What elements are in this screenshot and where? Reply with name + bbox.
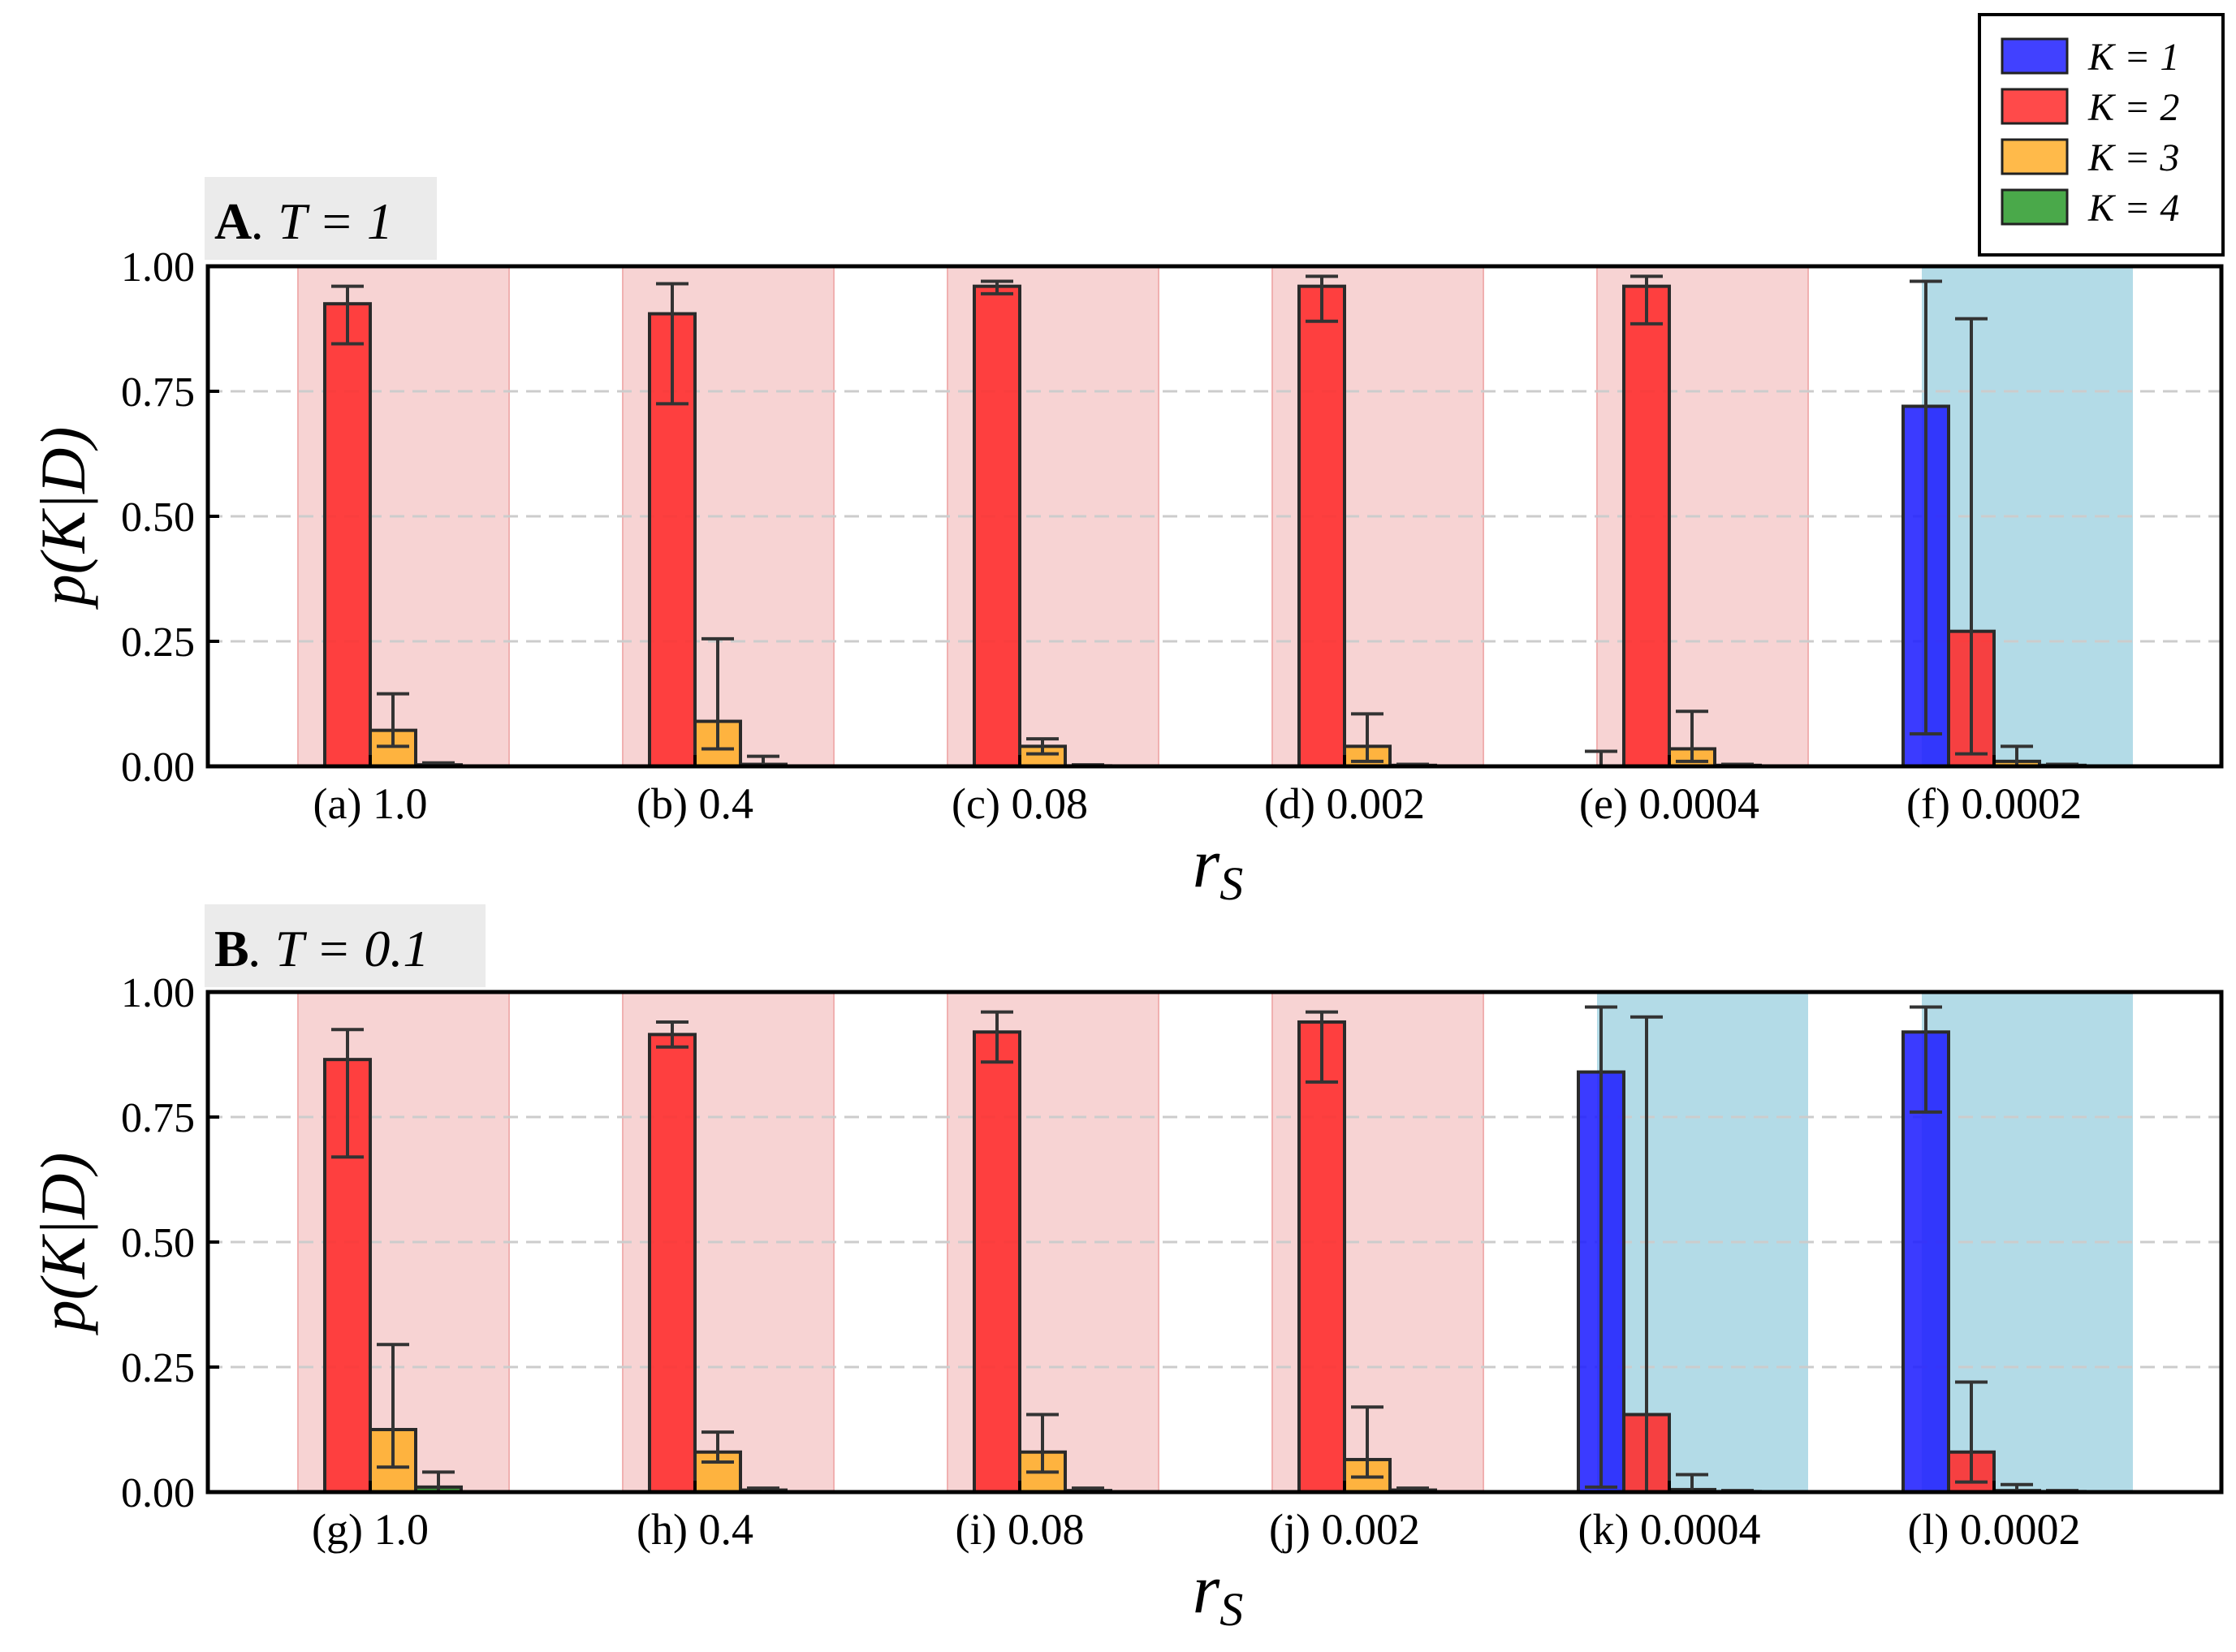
error-bar-4-k2 <box>1306 274 1338 323</box>
error-bar-2-k2 <box>656 1020 688 1049</box>
panel-a-xlabel-sub: S <box>1219 857 1243 910</box>
y-tick-label: 0.75 <box>121 1095 195 1141</box>
bar-5-k2 <box>1622 284 1671 768</box>
legend-entry-k4: K = 4 <box>2001 187 2179 230</box>
panel-a-xlabel-main: r <box>1193 824 1220 902</box>
error-bar-5-k3 <box>1676 710 1708 763</box>
error-bar-1-k2 <box>331 284 364 346</box>
x-category-label: (d) 0.002 <box>1264 779 1425 828</box>
legend-entry-k2: K = 2 <box>2001 86 2179 129</box>
legend-label-k2: K = 2 <box>2087 86 2179 129</box>
y-tick-label: 0.50 <box>121 1220 195 1266</box>
error-bar-3-k2 <box>981 1010 1013 1064</box>
x-category-label: (b) 0.4 <box>637 779 753 828</box>
panel-a-plot: 0.00 0.25 0.50 0.75 1.00 (a) 1.0 (b) 0.4 (c) 0.… <box>121 244 2224 828</box>
bar-1-k2 <box>323 302 372 768</box>
y-tick-label: 0.00 <box>121 1470 195 1516</box>
legend-swatch-k4 <box>2001 188 2069 226</box>
x-category-label: (a) 1.0 <box>313 779 428 828</box>
panel-b-title-bg <box>205 904 486 987</box>
legend-label-k4: K = 4 <box>2087 187 2179 230</box>
x-category-label: (i) 0.08 <box>956 1505 1085 1554</box>
x-category-label: (e) 0.0004 <box>1579 779 1759 828</box>
error-bar-2-k2 <box>656 282 688 406</box>
x-category-label: (k) 0.0004 <box>1578 1505 1761 1554</box>
error-bar-1-k3 <box>377 1343 409 1469</box>
panel-a-ylabel: p(K|D) <box>28 427 98 610</box>
error-bar-1-k2 <box>331 1028 364 1159</box>
legend-swatch-k1 <box>2001 37 2069 75</box>
x-category-label: (l) 0.0002 <box>1908 1505 2081 1554</box>
error-bar-4-k3 <box>1351 1405 1383 1479</box>
error-bar-2-k3 <box>701 1430 734 1464</box>
error-bar-1-k3 <box>377 692 409 748</box>
y-tick-label: 0.75 <box>121 369 195 416</box>
panel-a-title: A. T = 1 <box>214 192 393 250</box>
error-bar-6-k2 <box>1955 317 1988 756</box>
error-bar-3-k3 <box>1026 1413 1059 1474</box>
legend-label-k3: K = 3 <box>2087 136 2179 179</box>
error-bar-3-k3 <box>1026 737 1059 756</box>
x-category-label: (h) 0.4 <box>637 1505 753 1554</box>
y-tick-label: 0.25 <box>121 1345 195 1391</box>
error-bar-6-k1 <box>1910 279 1942 735</box>
panel-b-title-letter: B <box>214 920 249 977</box>
y-tick-label: 0.50 <box>121 494 195 541</box>
panel-a-title-letter: A <box>214 192 252 250</box>
error-bar-3-k2 <box>981 279 1013 295</box>
bar-2-k2 <box>648 1033 697 1494</box>
panel-a-title-text: . T = 1 <box>252 192 393 250</box>
error-bar-5-k2 <box>1630 274 1663 326</box>
error-bar-5-k1 <box>1585 1005 1617 1489</box>
highlight-band-5 <box>1597 992 1808 1492</box>
legend-swatch-k3 <box>2001 138 2069 175</box>
panel-a-xlabel: rS <box>1193 824 1243 910</box>
x-category-label: (j) 0.002 <box>1269 1505 1420 1554</box>
panel-b-xlabel-sub: S <box>1219 1583 1243 1636</box>
x-category-label: (g) 1.0 <box>312 1505 429 1554</box>
panel-b-title-text: . T = 0.1 <box>249 920 430 977</box>
bar-4-k2 <box>1297 284 1346 768</box>
legend-entry-k1: K = 1 <box>2001 36 2179 79</box>
y-tick-label: 0.00 <box>121 744 195 791</box>
x-category-label: (f) 0.0002 <box>1906 779 2082 828</box>
error-bar-4-k2 <box>1306 1010 1338 1084</box>
panel-a: A. T = 1 0.00 0.25 0.50 0.75 1.00 (a) 1.0 (b) … <box>28 177 2224 910</box>
bar-3-k2 <box>973 284 1021 768</box>
y-tick-label: 1.00 <box>121 244 195 291</box>
panel-b-ylabel: p(K|D) <box>28 1153 98 1336</box>
y-tick-label: 1.00 <box>121 970 195 1016</box>
panel-b-plot: 0.00 0.25 0.50 0.75 1.00 (g) 1.0 (h) 0.4 (i) 0.… <box>121 970 2224 1554</box>
bar-3-k2 <box>973 1030 1021 1494</box>
x-category-label: (c) 0.08 <box>952 779 1088 828</box>
panel-b-xlabel: rS <box>1193 1550 1243 1636</box>
error-bar-6-k1 <box>1910 1005 1942 1114</box>
legend-entry-k3: K = 3 <box>2001 136 2179 179</box>
legend-label-k1: K = 1 <box>2087 36 2179 79</box>
error-bar-6-k2 <box>1955 1380 1988 1484</box>
panel-a-title-bg <box>205 177 437 260</box>
panel-b: B. T = 0.1 0.00 0.25 0.50 0.75 1.00 (g) 1.0 (h… <box>28 904 2224 1636</box>
panel-b-title: B. T = 0.1 <box>214 920 429 977</box>
bar-4-k2 <box>1297 1020 1346 1494</box>
error-bar-2-k3 <box>701 636 734 751</box>
panel-b-xlabel-main: r <box>1193 1550 1220 1628</box>
legend-swatch-k2 <box>2001 88 2069 125</box>
error-bar-4-k3 <box>1351 712 1383 763</box>
legend: K = 1 K = 2 K = 3 K = 4 <box>1978 13 2225 257</box>
y-tick-label: 0.25 <box>121 619 195 666</box>
